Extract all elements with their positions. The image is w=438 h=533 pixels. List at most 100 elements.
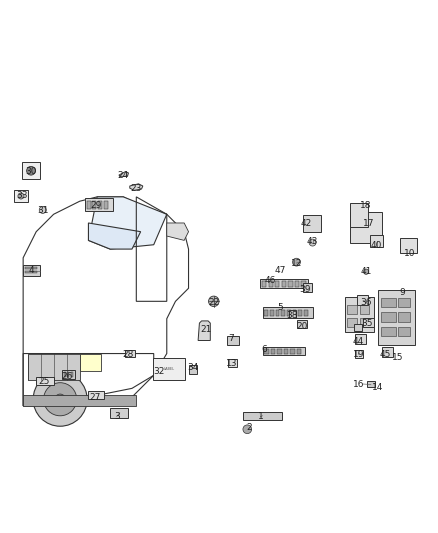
- Text: 36: 36: [360, 298, 372, 306]
- Text: 17: 17: [364, 220, 375, 228]
- Bar: [398, 298, 410, 308]
- Bar: [347, 305, 357, 314]
- Bar: [350, 212, 382, 243]
- Text: 42: 42: [300, 220, 312, 228]
- Circle shape: [33, 372, 87, 426]
- Bar: [28, 353, 80, 379]
- Text: 45: 45: [380, 350, 391, 359]
- Bar: [295, 281, 299, 287]
- Text: LABEL: LABEL: [164, 367, 175, 371]
- Text: 5: 5: [277, 303, 283, 312]
- Bar: [25, 271, 37, 273]
- Bar: [264, 349, 268, 354]
- Bar: [243, 412, 282, 419]
- Bar: [303, 215, 321, 232]
- Text: 40: 40: [371, 241, 382, 250]
- Text: 1: 1: [258, 412, 263, 421]
- Circle shape: [208, 296, 219, 306]
- Bar: [125, 351, 134, 357]
- Bar: [281, 310, 285, 316]
- Bar: [262, 281, 266, 287]
- Bar: [98, 201, 102, 209]
- Bar: [360, 318, 369, 327]
- Bar: [36, 377, 53, 385]
- Text: 14: 14: [372, 383, 384, 392]
- Bar: [67, 372, 69, 377]
- Bar: [381, 327, 396, 336]
- Bar: [85, 198, 113, 211]
- Text: 26: 26: [62, 372, 73, 381]
- Bar: [345, 297, 374, 332]
- Bar: [262, 346, 305, 356]
- Bar: [298, 310, 302, 316]
- Text: 3: 3: [114, 412, 120, 421]
- Bar: [87, 201, 91, 209]
- Text: 32: 32: [153, 367, 165, 376]
- Text: 7: 7: [228, 334, 234, 343]
- Bar: [297, 320, 307, 328]
- Bar: [228, 359, 237, 367]
- Circle shape: [364, 269, 369, 274]
- Text: 15: 15: [392, 353, 403, 362]
- Bar: [301, 281, 306, 287]
- Text: 28: 28: [123, 350, 134, 359]
- Bar: [22, 162, 40, 180]
- Bar: [260, 279, 308, 288]
- Circle shape: [243, 425, 252, 434]
- Text: 47: 47: [274, 266, 286, 276]
- Text: 10: 10: [404, 249, 415, 258]
- Bar: [360, 305, 369, 314]
- Polygon shape: [198, 321, 210, 341]
- Bar: [350, 204, 368, 228]
- Bar: [276, 310, 279, 316]
- Bar: [14, 190, 28, 202]
- Bar: [357, 295, 368, 305]
- Circle shape: [27, 166, 35, 175]
- Circle shape: [18, 193, 24, 199]
- Text: 33: 33: [17, 191, 28, 200]
- Text: 41: 41: [360, 267, 372, 276]
- Bar: [355, 350, 364, 358]
- Text: 38: 38: [286, 311, 298, 320]
- Bar: [398, 327, 410, 336]
- Bar: [367, 381, 375, 387]
- Bar: [277, 349, 282, 354]
- Bar: [304, 310, 308, 316]
- Text: 35: 35: [361, 319, 373, 328]
- Text: 2: 2: [247, 423, 252, 432]
- Bar: [347, 318, 357, 327]
- Text: 23: 23: [131, 184, 142, 192]
- Text: 13: 13: [226, 359, 238, 368]
- Bar: [354, 206, 360, 212]
- Bar: [271, 349, 275, 354]
- Text: 21: 21: [200, 325, 212, 334]
- Text: 22: 22: [208, 298, 219, 306]
- Bar: [153, 358, 185, 379]
- Bar: [62, 370, 75, 379]
- Circle shape: [44, 383, 77, 416]
- Polygon shape: [88, 197, 167, 249]
- Text: 34: 34: [187, 363, 198, 372]
- Circle shape: [55, 394, 65, 405]
- Bar: [290, 349, 295, 354]
- Text: 20: 20: [296, 322, 307, 331]
- Bar: [304, 283, 312, 292]
- Text: 31: 31: [37, 206, 49, 215]
- Text: 24: 24: [118, 171, 129, 180]
- Bar: [275, 281, 279, 287]
- Text: 19: 19: [353, 350, 364, 359]
- Circle shape: [293, 258, 300, 266]
- Bar: [284, 349, 288, 354]
- Text: 18: 18: [360, 201, 372, 210]
- Bar: [288, 281, 293, 287]
- Text: 30: 30: [25, 167, 37, 176]
- Bar: [80, 353, 102, 371]
- Bar: [92, 201, 96, 209]
- Bar: [381, 298, 396, 308]
- Bar: [110, 408, 128, 418]
- Bar: [371, 235, 383, 247]
- Polygon shape: [130, 184, 143, 190]
- Polygon shape: [167, 223, 188, 240]
- Bar: [364, 318, 374, 327]
- Circle shape: [309, 239, 316, 246]
